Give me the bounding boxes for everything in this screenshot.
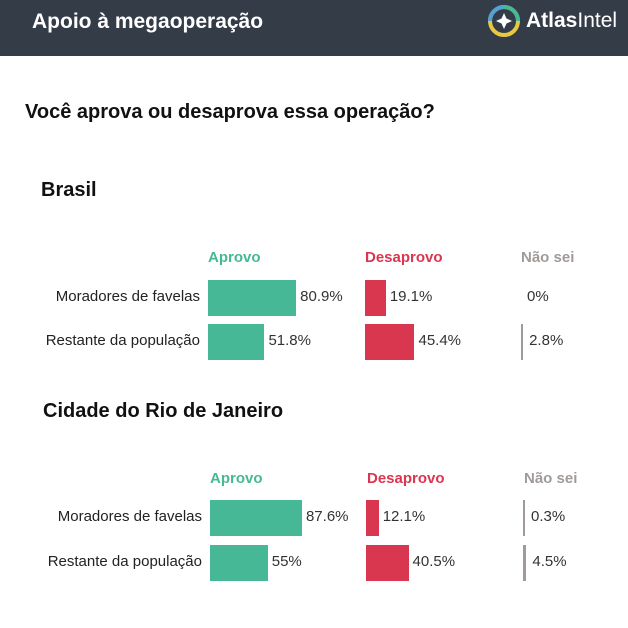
value-label: 40.5% xyxy=(412,553,456,570)
brand-name: AtlasIntel xyxy=(526,9,617,33)
header-bar: Apoio à megaoperação AtlasIntel xyxy=(0,0,628,56)
row-label: Restante da população xyxy=(47,553,202,570)
column-header-nao-sei: Não sei xyxy=(524,470,578,487)
row-label: Moradores de favelas xyxy=(55,288,200,305)
row-label: Restante da população xyxy=(45,332,200,349)
bar-nao-sei xyxy=(523,545,527,581)
value-label: 4.5% xyxy=(532,553,567,570)
bar-desaprovo xyxy=(365,280,386,316)
value-label: 80.9% xyxy=(300,288,343,305)
column-header-desaprovo: Desaprovo xyxy=(367,470,445,487)
section-title: Cidade do Rio de Janeiro xyxy=(43,400,284,422)
value-label: 87.6% xyxy=(305,508,349,525)
value-label: 51.8% xyxy=(268,332,311,349)
brand-name-bold: Atlas xyxy=(526,9,578,32)
value-label: 2.8% xyxy=(529,332,564,349)
column-header-aprovo: Aprovo xyxy=(208,249,261,266)
column-header-nao-sei: Não sei xyxy=(521,249,575,266)
survey-question: Você aprova ou desaprova essa operação? xyxy=(25,101,435,123)
column-header-desaprovo: Desaprovo xyxy=(365,249,443,266)
bar-aprovo xyxy=(208,324,265,360)
bar-aprovo xyxy=(210,500,302,536)
column-header-aprovo: Aprovo xyxy=(210,470,263,487)
bar-desaprovo xyxy=(366,545,409,581)
atlasintel-logo-icon xyxy=(488,5,520,37)
brand-name-light: Intel xyxy=(577,9,618,32)
bar-desaprovo xyxy=(366,500,379,536)
value-label: 45.4% xyxy=(418,332,462,349)
bar-aprovo xyxy=(210,545,268,581)
value-label: 12.1% xyxy=(382,508,426,525)
chart-rio-de-janeiro: Cidade do Rio de Janeiro Aprovo Desaprovo N… xyxy=(0,390,628,590)
value-label: 19.1% xyxy=(389,288,433,305)
value-label: 0% xyxy=(527,288,549,305)
row-label: Moradores de favelas xyxy=(57,508,202,525)
chart-brasil: Brasil Aprovo Desaprovo Não sei Moradores de… xyxy=(0,170,628,370)
bar-aprovo xyxy=(208,280,297,316)
bar-nao-sei xyxy=(523,500,525,536)
section-title: Brasil xyxy=(41,179,97,201)
bar-desaprovo xyxy=(365,324,415,360)
value-label: 0.3% xyxy=(531,508,566,525)
header-title: Apoio à megaoperação xyxy=(32,10,264,33)
value-label: 55% xyxy=(271,553,302,570)
bar-nao-sei xyxy=(521,324,524,360)
